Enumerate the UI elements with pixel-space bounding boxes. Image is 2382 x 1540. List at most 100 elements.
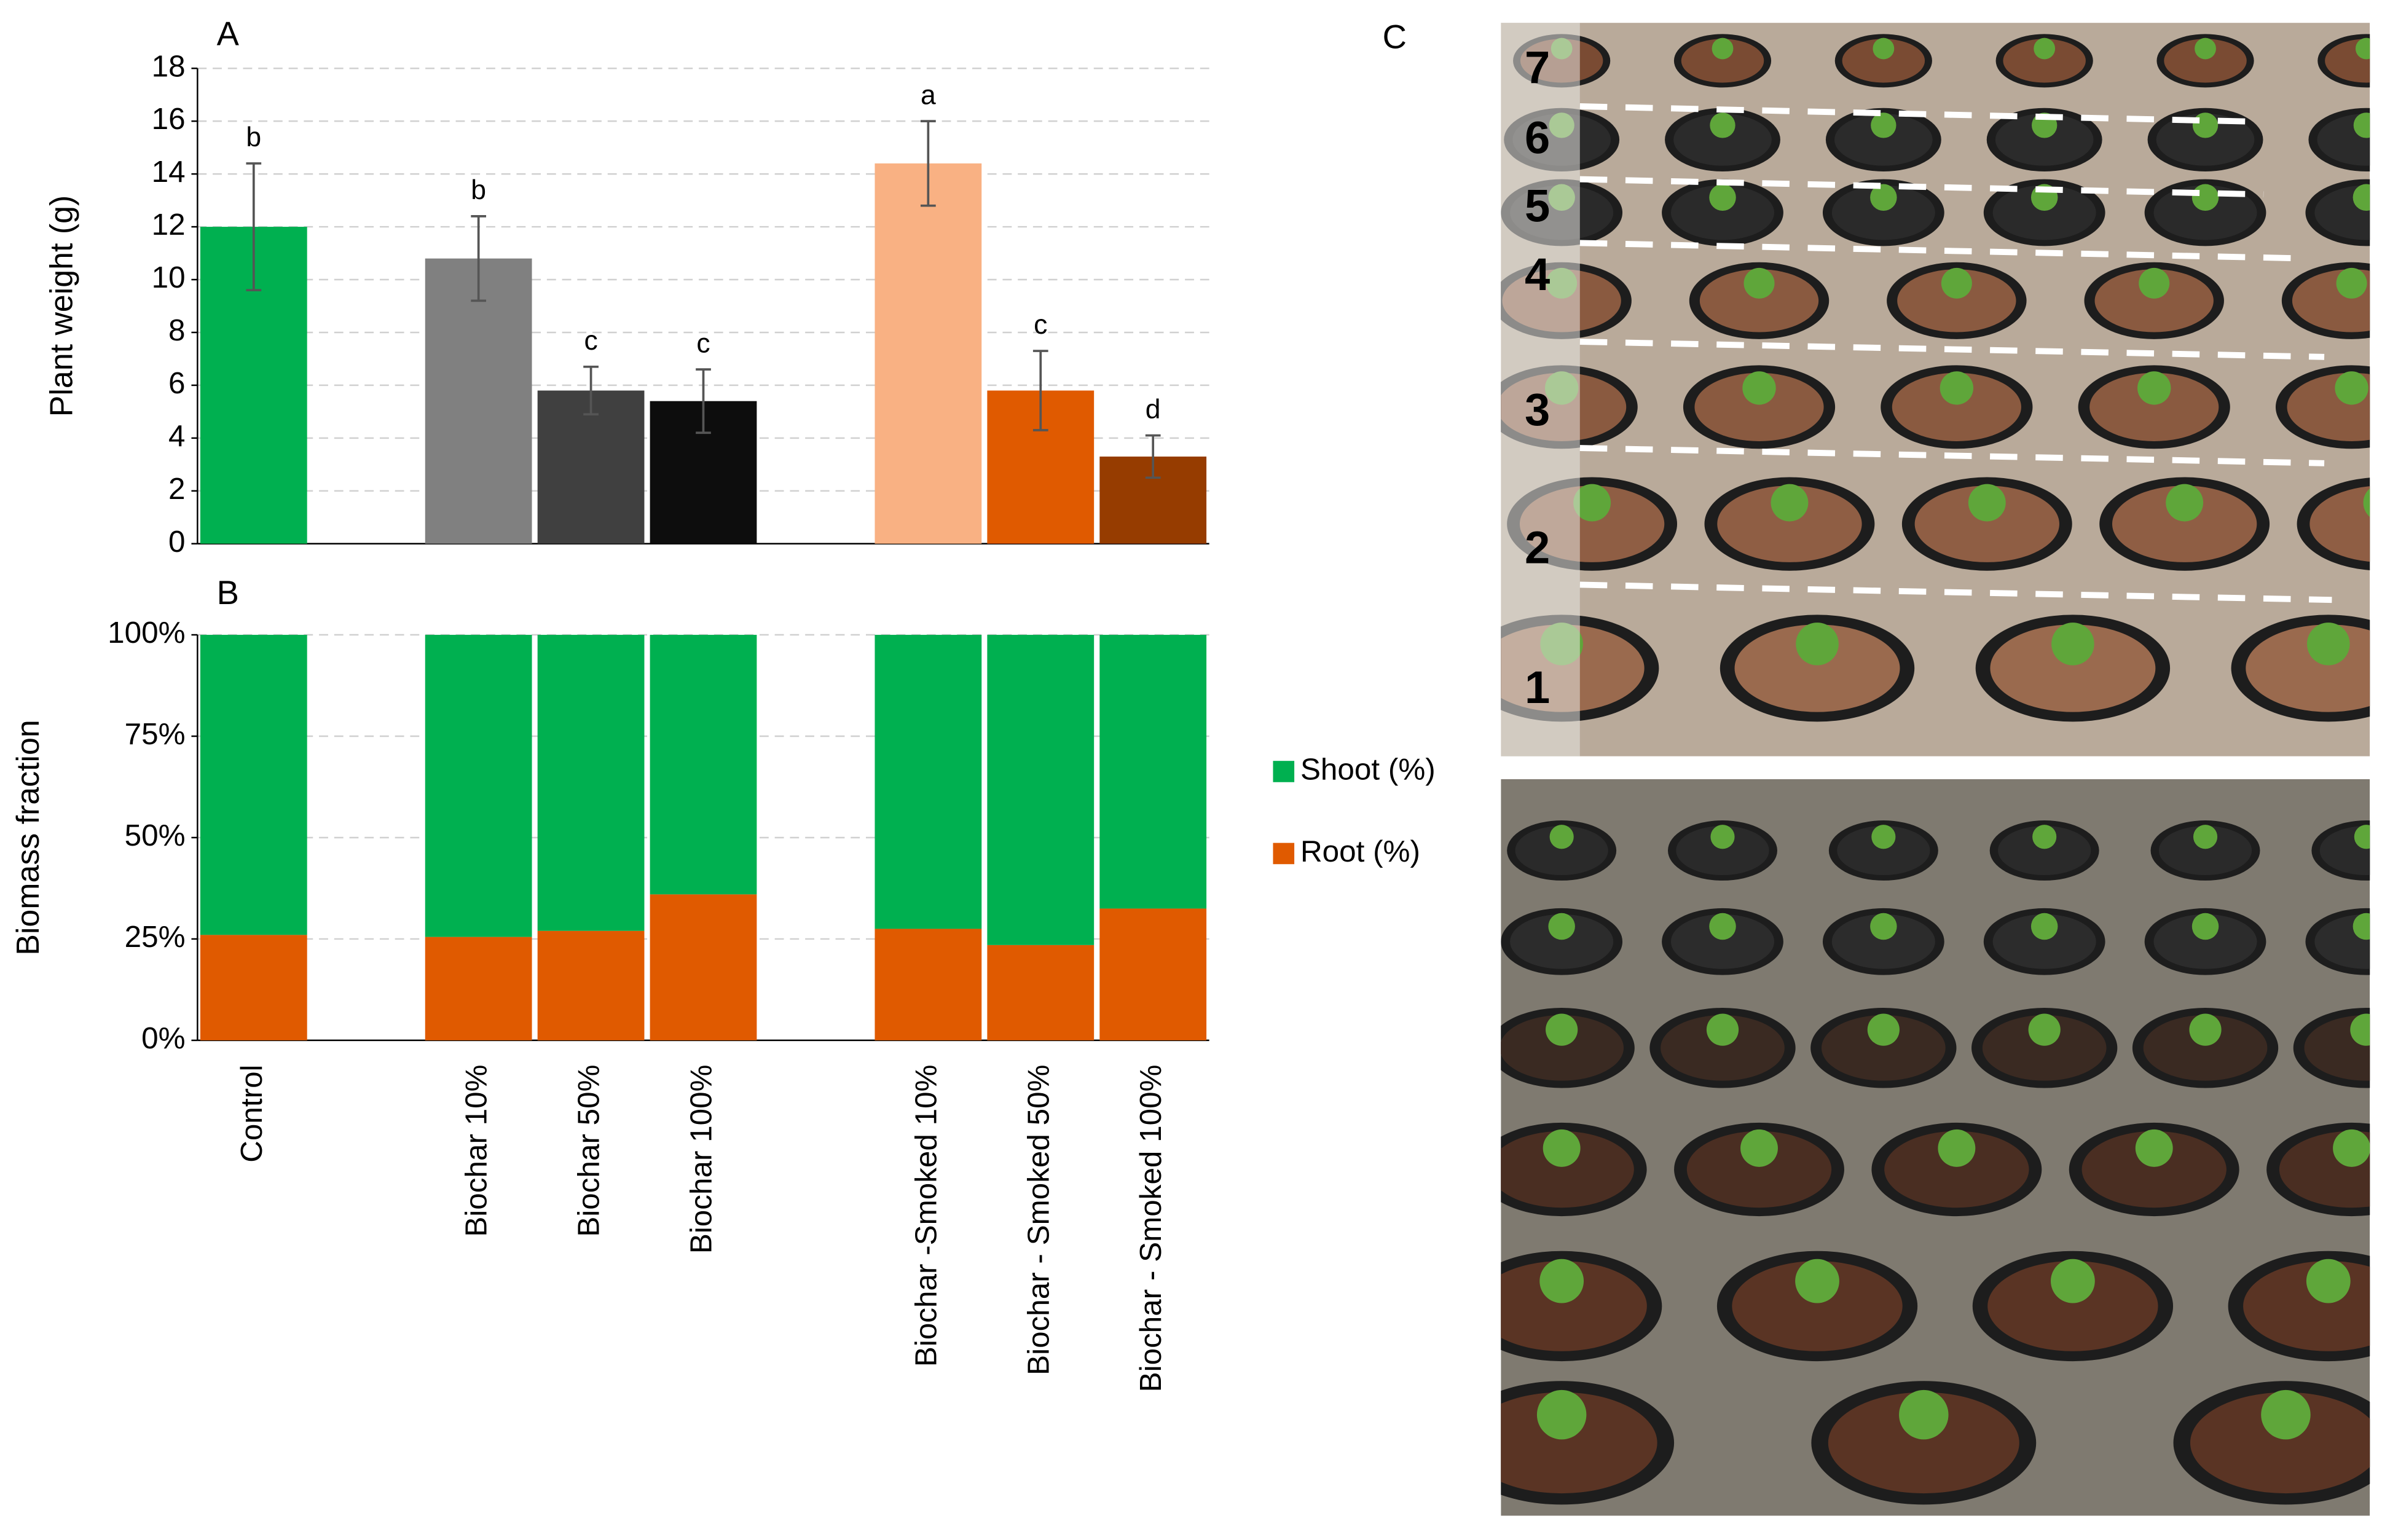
plant: [1740, 1129, 1778, 1167]
row-number: 4: [1525, 249, 1550, 300]
plant: [1871, 825, 1896, 849]
plant: [2306, 1259, 2351, 1303]
pot-soil: [1897, 269, 2016, 332]
bar-segment: [987, 635, 1095, 945]
plant: [2139, 267, 2170, 299]
legend-label: Shoot (%): [1300, 753, 1436, 787]
pot-soil: [2081, 1131, 2227, 1208]
bar-segment: [875, 635, 982, 929]
plant: [2353, 913, 2370, 940]
pot-soil: [2156, 114, 2255, 166]
plant: [2336, 267, 2367, 299]
significance-letter: b: [471, 175, 486, 205]
bar-segment: [1099, 635, 1207, 909]
pot-soil: [1670, 914, 1775, 969]
x-tick-label: Biochar - Smoked 100%: [1134, 1064, 1168, 1392]
plant: [1710, 112, 1735, 138]
plant: [2192, 112, 2219, 138]
pot-soil: [1982, 1015, 2107, 1081]
plant: [2034, 37, 2056, 60]
pot-soil: [1831, 914, 1935, 969]
plant: [1899, 1389, 1949, 1440]
x-tick-label: Biochar 10%: [460, 1064, 493, 1236]
pot-soil: [1501, 1015, 1624, 1081]
y-axis-title: Biomass fraction: [10, 720, 45, 956]
plant: [1870, 184, 1897, 211]
pot-soil: [2153, 914, 2257, 969]
pot-soil: [1914, 485, 2059, 562]
x-tick-label: Control: [235, 1064, 269, 1162]
y-tick-label: 18: [152, 49, 186, 83]
legend-swatch: [1273, 843, 1295, 865]
y-tick-label: 0%: [141, 1021, 185, 1055]
plant: [1871, 112, 1897, 138]
pot-soil: [1694, 372, 1824, 441]
pot-soil: [2089, 372, 2219, 441]
pot-soil: [1673, 114, 1772, 166]
y-tick-label: 2: [168, 472, 186, 506]
error-bar: [471, 215, 487, 302]
pot-soil: [2190, 1392, 2370, 1494]
plant: [1549, 825, 1574, 849]
bar-segment: [537, 635, 645, 931]
legend-label: Root (%): [1300, 835, 1420, 868]
row-separator: [1579, 339, 2325, 360]
plant: [1941, 267, 1972, 299]
x-tick-label: Biochar -Smoked 10%: [909, 1064, 943, 1367]
pot-soil: [1987, 1261, 2158, 1351]
row-separator: [1579, 581, 2332, 603]
pot-soil: [1734, 624, 1900, 712]
bar-segment: [425, 635, 532, 937]
plant: [1539, 1259, 1584, 1303]
pot-soil: [1828, 1392, 2019, 1494]
error-bar: [246, 162, 262, 292]
panel-label: A: [217, 15, 240, 53]
pot-soil: [1717, 485, 1862, 562]
pot-soil: [1884, 1131, 2029, 1208]
plant: [2261, 1389, 2311, 1440]
pot-soil: [1834, 114, 1933, 166]
plant: [2353, 184, 2370, 211]
pot-soil: [1699, 269, 1819, 332]
plant: [1709, 184, 1736, 211]
pot-soil: [1842, 39, 1925, 83]
pot-soil: [1892, 372, 2021, 441]
plant: [1968, 484, 2006, 522]
plant: [1546, 1013, 1578, 1046]
bar: [537, 390, 645, 544]
x-tick-label: Biochar - Smoked 50%: [1021, 1064, 1055, 1375]
row-separator: [1579, 103, 2249, 125]
row-number: 7: [1525, 42, 1550, 93]
plant: [1795, 1259, 1839, 1303]
y-axis-title: Plant weight (g): [44, 195, 79, 417]
plant: [2191, 184, 2219, 211]
plant: [1870, 913, 1897, 940]
bar-segment: [200, 635, 307, 935]
y-tick-label: 75%: [125, 717, 186, 751]
pot-soil: [1992, 185, 2096, 240]
plant: [1706, 1013, 1739, 1046]
pot-soil: [2003, 39, 2086, 83]
plant: [1548, 913, 1575, 940]
bar-segment: [650, 635, 757, 895]
x-tick-label: Biochar 50%: [572, 1064, 606, 1236]
significance-letter: d: [1146, 395, 1161, 425]
bar-segment: [425, 937, 532, 1040]
plant: [2333, 1129, 2370, 1167]
pot-soil: [2164, 39, 2247, 83]
pot-soil: [1681, 39, 1764, 83]
y-tick-label: 12: [152, 208, 186, 242]
pot-soil: [2158, 825, 2252, 876]
photo-content: [1501, 23, 2370, 756]
plant: [2032, 825, 2057, 849]
significance-letter: b: [246, 122, 261, 152]
row-number: 2: [1525, 522, 1550, 573]
bar-segment: [875, 929, 982, 1040]
plant: [2135, 1129, 2173, 1167]
plant: [1938, 1129, 1976, 1167]
plant: [2030, 913, 2058, 940]
pot-soil: [2153, 185, 2257, 240]
pot-soil: [1670, 185, 1775, 240]
